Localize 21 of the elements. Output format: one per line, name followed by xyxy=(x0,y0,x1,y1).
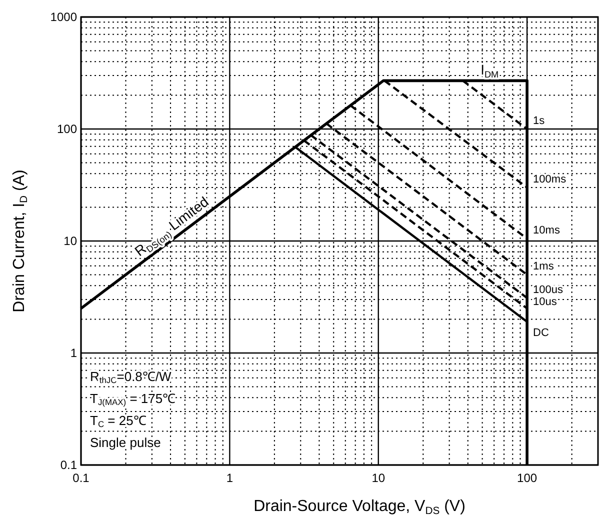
x-tick-label: 1 xyxy=(226,471,234,485)
annotation: Single pulse xyxy=(90,435,161,450)
series-label: 10us xyxy=(533,296,558,308)
x-tick-label: 0.1 xyxy=(72,471,90,485)
series-label: 1s xyxy=(533,115,546,127)
y-tick-label: 0.1 xyxy=(60,458,78,472)
annotation: T$_{J(MAX)}$ = 175℃ xyxy=(90,391,176,408)
series-label: 10ms xyxy=(533,224,560,237)
series-label: 100us xyxy=(533,284,564,296)
series-label: DC xyxy=(533,326,550,339)
annotation: R$_{thJC}$=0.8℃/W xyxy=(90,369,172,386)
y-tick-label: 10 xyxy=(64,234,78,248)
y-tick-label: 100 xyxy=(56,122,78,136)
x-tick-label: 100 xyxy=(517,471,538,485)
annotation: T$_{C}$ = 25℃ xyxy=(90,413,146,430)
y-tick-label: 1000 xyxy=(50,10,78,24)
x-tick-label: 10 xyxy=(372,471,386,485)
y-tick-label: 1 xyxy=(70,346,78,360)
series-label: 1ms xyxy=(533,260,554,273)
series-label: 100ms xyxy=(533,174,567,186)
x-axis-title: Drain-Source Voltage, V$_{DS}$ (V) xyxy=(254,498,466,517)
